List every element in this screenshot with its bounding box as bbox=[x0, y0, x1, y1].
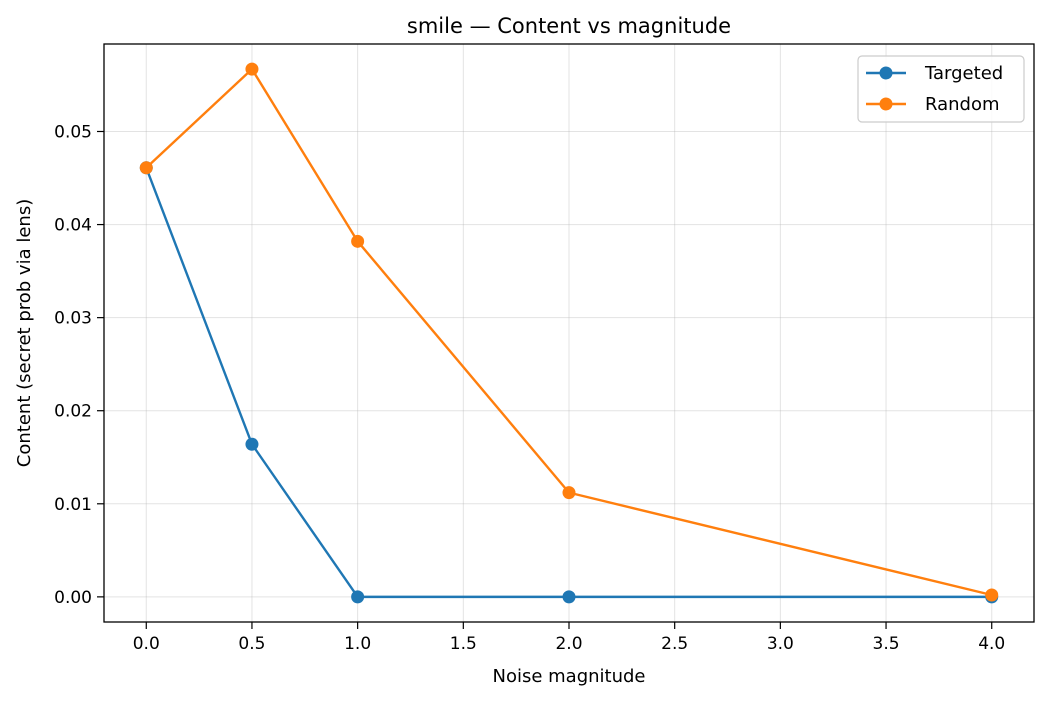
y-axis-ticks: 0.00 0.01 0.02 0.03 0.04 0.05 bbox=[54, 122, 104, 608]
y-axis-label: Content (secret prob via lens) bbox=[14, 199, 35, 467]
x-tick-label: 2.0 bbox=[555, 634, 582, 654]
x-tick-label: 3.5 bbox=[873, 634, 900, 654]
data-point-random bbox=[562, 486, 576, 500]
legend-label-random: Random bbox=[925, 94, 1000, 115]
y-tick-label: 0.05 bbox=[54, 122, 92, 142]
data-point-random bbox=[245, 62, 259, 76]
x-axis-label: Noise magnitude bbox=[492, 666, 645, 687]
x-tick-label: 1.5 bbox=[450, 634, 477, 654]
y-tick-label: 0.04 bbox=[54, 216, 92, 236]
y-tick-label: 0.01 bbox=[54, 495, 92, 515]
legend-marker-targeted bbox=[879, 66, 893, 80]
data-point-random bbox=[351, 234, 365, 248]
y-tick-label: 0.00 bbox=[54, 588, 92, 608]
legend-label-targeted: Targeted bbox=[924, 63, 1003, 84]
legend-marker-random bbox=[879, 97, 893, 111]
series-group bbox=[139, 62, 999, 604]
plot-frame bbox=[103, 43, 1035, 623]
data-point-random bbox=[139, 161, 153, 175]
y-tick-label: 0.02 bbox=[54, 402, 92, 422]
x-tick-label: 2.5 bbox=[661, 634, 688, 654]
y-tick-label: 0.03 bbox=[54, 309, 92, 329]
x-tick-label: 1.0 bbox=[344, 634, 371, 654]
x-tick-label: 0.0 bbox=[133, 634, 160, 654]
legend: Targeted Random bbox=[857, 55, 1025, 123]
x-axis-ticks: 0.0 0.5 1.0 1.5 2.0 2.5 3.0 3.5 4.0 bbox=[133, 622, 1005, 654]
x-tick-label: 3.0 bbox=[767, 634, 794, 654]
data-point-targeted bbox=[245, 437, 259, 451]
x-tick-label: 4.0 bbox=[978, 634, 1005, 654]
data-point-random bbox=[985, 588, 999, 602]
data-point-targeted bbox=[562, 590, 576, 604]
chart-title: smile — Content vs magnitude bbox=[407, 14, 731, 38]
x-tick-label: 0.5 bbox=[238, 634, 265, 654]
data-point-targeted bbox=[351, 590, 365, 604]
